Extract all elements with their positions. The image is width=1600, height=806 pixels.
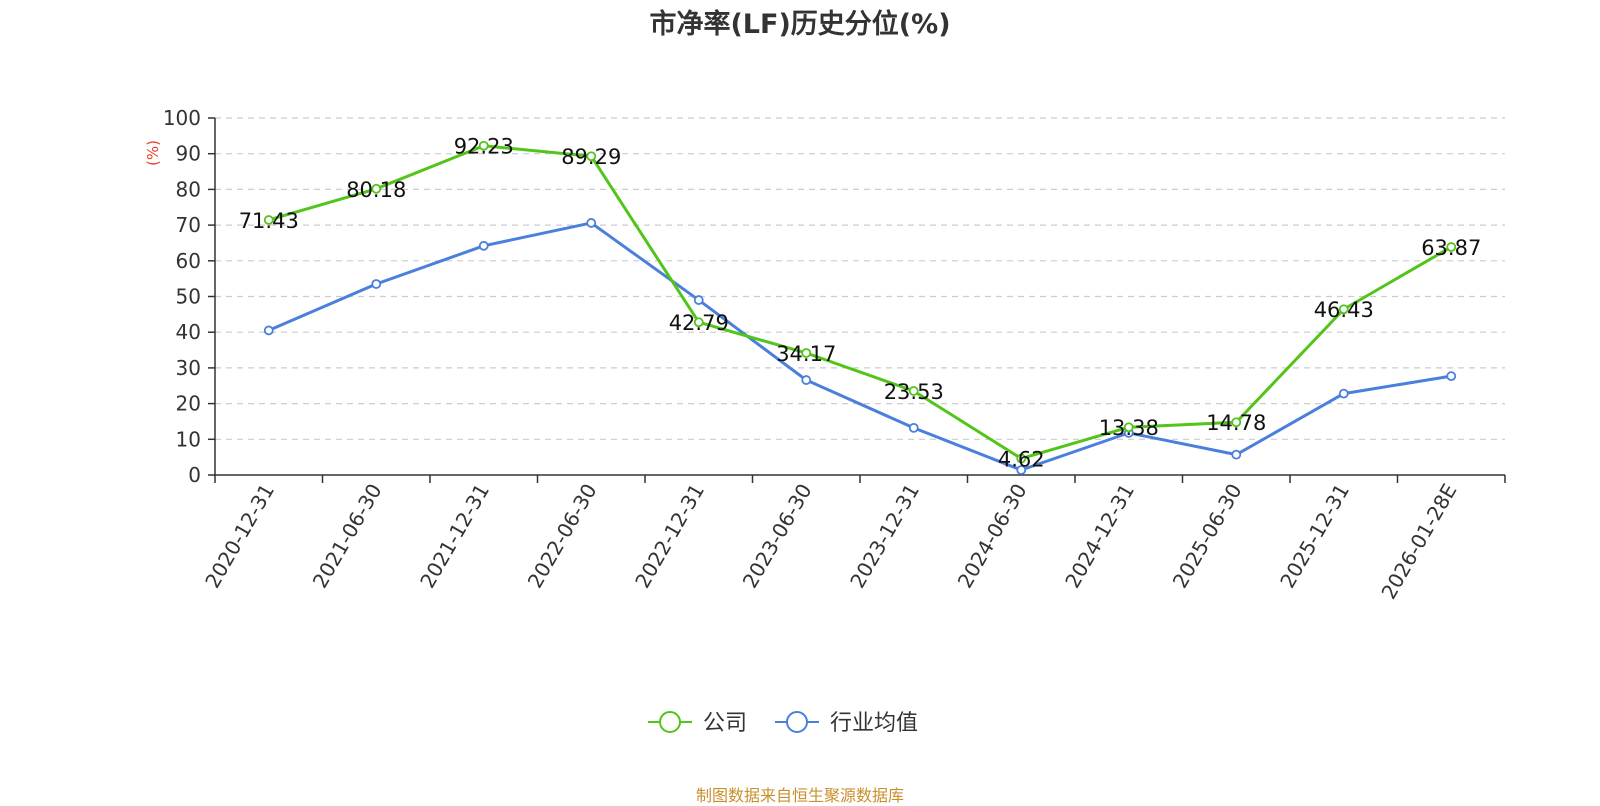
data-label: 42.79 [669, 311, 729, 335]
data-label: 71.43 [239, 209, 299, 233]
y-tick-label: 50 [176, 285, 201, 309]
x-tick-label: 2024-06-30 [953, 480, 1032, 593]
legend-marker [659, 711, 681, 733]
data-point [371, 183, 382, 194]
data-point [1338, 388, 1349, 399]
y-tick-label: 20 [176, 392, 201, 416]
data-label: 23.53 [884, 380, 944, 404]
y-tick-label: 100 [163, 106, 201, 130]
x-tick-label: 2024-12-31 [1060, 480, 1139, 593]
data-point [1123, 422, 1134, 433]
data-label: 13.38 [1099, 416, 1159, 440]
x-tick-label: 2026-01-28E [1376, 480, 1461, 604]
data-point [263, 215, 274, 225]
data-point [801, 348, 812, 358]
data-labels: 71.43 80.18 92.23 89.29 42.79 34.17 23.53 4.62 1… [239, 135, 1482, 472]
x-tick-label: 2025-12-31 [1275, 480, 1354, 593]
data-label: 4.62 [998, 448, 1045, 472]
y-tick-label: 70 [176, 213, 201, 237]
x-tick-label: 2023-12-31 [845, 480, 924, 593]
y-tick-label: 40 [176, 320, 201, 344]
data-point [478, 240, 489, 251]
x-tick-label: 2022-06-30 [523, 480, 602, 593]
data-point [1338, 304, 1349, 315]
legend-label: 公司 [703, 711, 747, 736]
legend-item[interactable]: 公司 [648, 711, 747, 736]
y-axis-title: (%) [144, 140, 162, 166]
x-tick-label: 2021-06-30 [308, 480, 387, 593]
x-tick-label: 2021-12-31 [415, 480, 494, 593]
legend-item[interactable]: 行业均值 [775, 711, 918, 736]
series-line [268, 144, 1453, 461]
data-point [478, 140, 489, 151]
data-point [908, 386, 919, 396]
x-tick-label: 2022-12-31 [630, 480, 709, 593]
data-label: 92.23 [454, 135, 514, 159]
y-tick-label: 0 [188, 463, 201, 487]
y-tick-label: 30 [176, 356, 201, 380]
data-label: 63.87 [1421, 236, 1481, 260]
y-tick-label: 80 [176, 177, 201, 201]
data-point [693, 295, 704, 305]
y-tick-label: 90 [176, 142, 201, 166]
series [263, 140, 1457, 475]
data-label: 34.17 [776, 342, 836, 366]
data-point [1016, 453, 1027, 464]
series-line [268, 221, 1452, 472]
data-point [1231, 449, 1242, 460]
legend-label: 行业均值 [830, 711, 918, 736]
data-point [586, 218, 597, 228]
data-point [1446, 242, 1457, 252]
data-label: 46.43 [1314, 298, 1374, 322]
data-point [371, 279, 382, 289]
data-label: 89.29 [561, 145, 621, 169]
source-note: 制图数据来自恒生聚源数据库 [695, 786, 904, 805]
data-point [908, 422, 919, 433]
x-tick-label: 2025-06-30 [1168, 480, 1247, 593]
data-point [263, 325, 274, 336]
data-point [1231, 417, 1242, 428]
data-point [586, 151, 597, 162]
legend-marker [786, 711, 808, 733]
gridlines [215, 117, 1505, 440]
chart-title: 市净率(LF)历史分位(%) [649, 9, 951, 40]
y-tick-label: 10 [176, 427, 201, 451]
legend[interactable]: 公司 行业均值 [648, 711, 918, 736]
data-label: 80.18 [346, 178, 406, 202]
data-point [693, 317, 704, 328]
x-tick-label: 2023-06-30 [738, 480, 817, 593]
data-point [1446, 371, 1457, 382]
y-tick-label: 60 [176, 249, 201, 273]
x-tick-label: 2020-12-31 [200, 480, 279, 593]
data-point [1016, 465, 1027, 475]
data-label: 14.78 [1206, 411, 1266, 435]
data-point [801, 375, 812, 385]
